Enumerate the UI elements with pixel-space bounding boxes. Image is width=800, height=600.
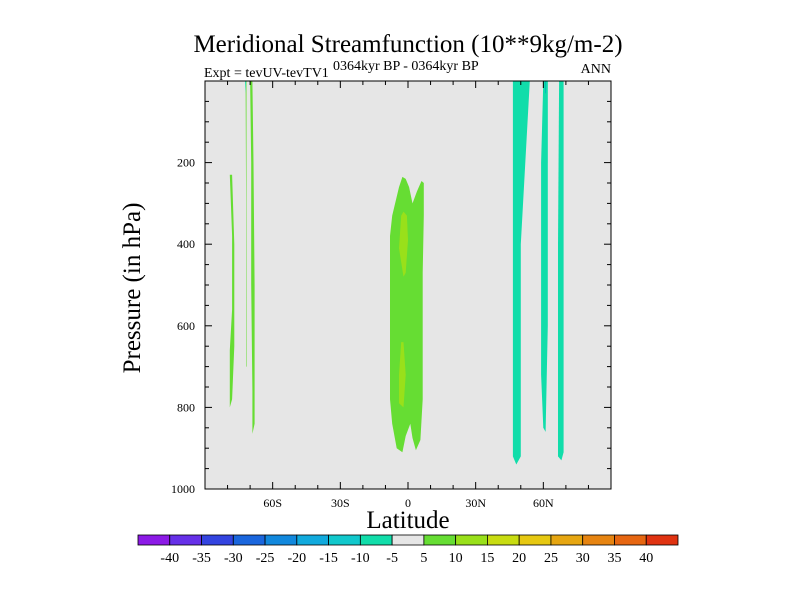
subtitle-center: 0364kyr BP - 0364kyr BP	[333, 59, 479, 74]
colorbar-level-label: -40	[160, 551, 179, 566]
x-tick-label: 30S	[331, 496, 350, 510]
contour-region-nh-highlat-negative-strip-3	[558, 81, 564, 461]
contour-regions	[229, 81, 564, 465]
colorbar-level-label: -30	[224, 551, 243, 566]
x-tick-label: 30N	[465, 496, 486, 510]
colorbar-swatch	[518, 534, 552, 546]
colorbar-swatch	[201, 534, 234, 546]
colorbar-swatch	[645, 534, 679, 546]
colorbar-level-label: 30	[576, 551, 590, 566]
colorbar-swatch	[328, 534, 361, 546]
x-tick-label: 60S	[263, 496, 282, 510]
colorbar-level-label: 5	[420, 551, 427, 566]
colorbar-level-label: -5	[386, 551, 398, 566]
colorbar-level-label: 40	[639, 551, 653, 566]
colorbar-swatch	[232, 534, 266, 546]
colorbar-swatch	[455, 534, 488, 546]
y-tick-label: 400	[177, 237, 195, 251]
colorbar-level-label: 25	[544, 551, 558, 566]
subtitle-left: Expt = tevUV-tevTV1	[204, 66, 329, 81]
y-tick-label: 200	[177, 156, 195, 170]
x-axis-label: Latitude	[366, 507, 449, 534]
y-axis-label: Pressure (in hPa)	[119, 203, 146, 374]
contour-region-sh-high-lat-thin-cyan	[245, 81, 247, 94]
contour-region-sh-high-lat-positive-strip-1	[229, 174, 235, 408]
contour-region-equatorial-upper-core	[399, 211, 408, 277]
contour-region-nh-midlat-negative-strip-1	[512, 81, 530, 465]
colorbar-level-label: -20	[287, 551, 306, 566]
x-tick-label: 0	[405, 496, 411, 510]
colorbar-swatch	[487, 534, 520, 546]
contour-region-sh-high-lat-thin-line	[245, 81, 247, 367]
colorbar-level-label: 35	[607, 551, 621, 566]
colorbar-level-label: -15	[319, 551, 338, 566]
y-tick-label: 1000	[171, 482, 195, 496]
contour-region-nh-highlat-negative-strip-2	[541, 81, 548, 432]
colorbar-swatch	[582, 534, 615, 546]
subtitle-right: ANN	[581, 62, 611, 77]
colorbar-level-label: 20	[512, 551, 526, 566]
colorbar-swatch	[169, 534, 202, 546]
contour-region-sh-high-lat-positive-strip-2	[250, 81, 255, 434]
colorbar-swatch	[423, 534, 457, 546]
colorbar-level-label: 10	[449, 551, 463, 566]
colorbar-swatch	[391, 534, 425, 546]
chart-title: Meridional Streamfunction (10**9kg/m-2)	[193, 31, 622, 58]
y-tick-label: 800	[177, 400, 195, 414]
colorbar-swatch	[550, 534, 584, 546]
x-tick-label: 60N	[533, 496, 554, 510]
colorbar-swatch	[359, 534, 393, 546]
axis-ticks: 60S 30S 0 30N 60N 200 400 600 800 1000	[171, 80, 612, 510]
colorbar-level-label: -25	[256, 551, 275, 566]
contour-region-nh-highlat-dark-line	[545, 81, 546, 94]
contour-region-equatorial-positive-cell	[390, 176, 424, 453]
colorbar-level-label: 15	[480, 551, 494, 566]
colorbar-swatch	[137, 534, 171, 546]
colorbar-swatch	[614, 534, 647, 546]
colorbar-level-label: -35	[192, 551, 211, 566]
colorbar-swatch	[296, 534, 329, 546]
colorbar: -40 -35 -30 -25 -20 -15 -10 -5 5 10 15 20 25 30 35 40	[137, 534, 679, 566]
colorbar-level-label: -10	[351, 551, 370, 566]
y-tick-label: 600	[177, 319, 195, 333]
contour-region-equatorial-lower-core	[399, 342, 406, 408]
colorbar-swatch	[264, 534, 298, 546]
